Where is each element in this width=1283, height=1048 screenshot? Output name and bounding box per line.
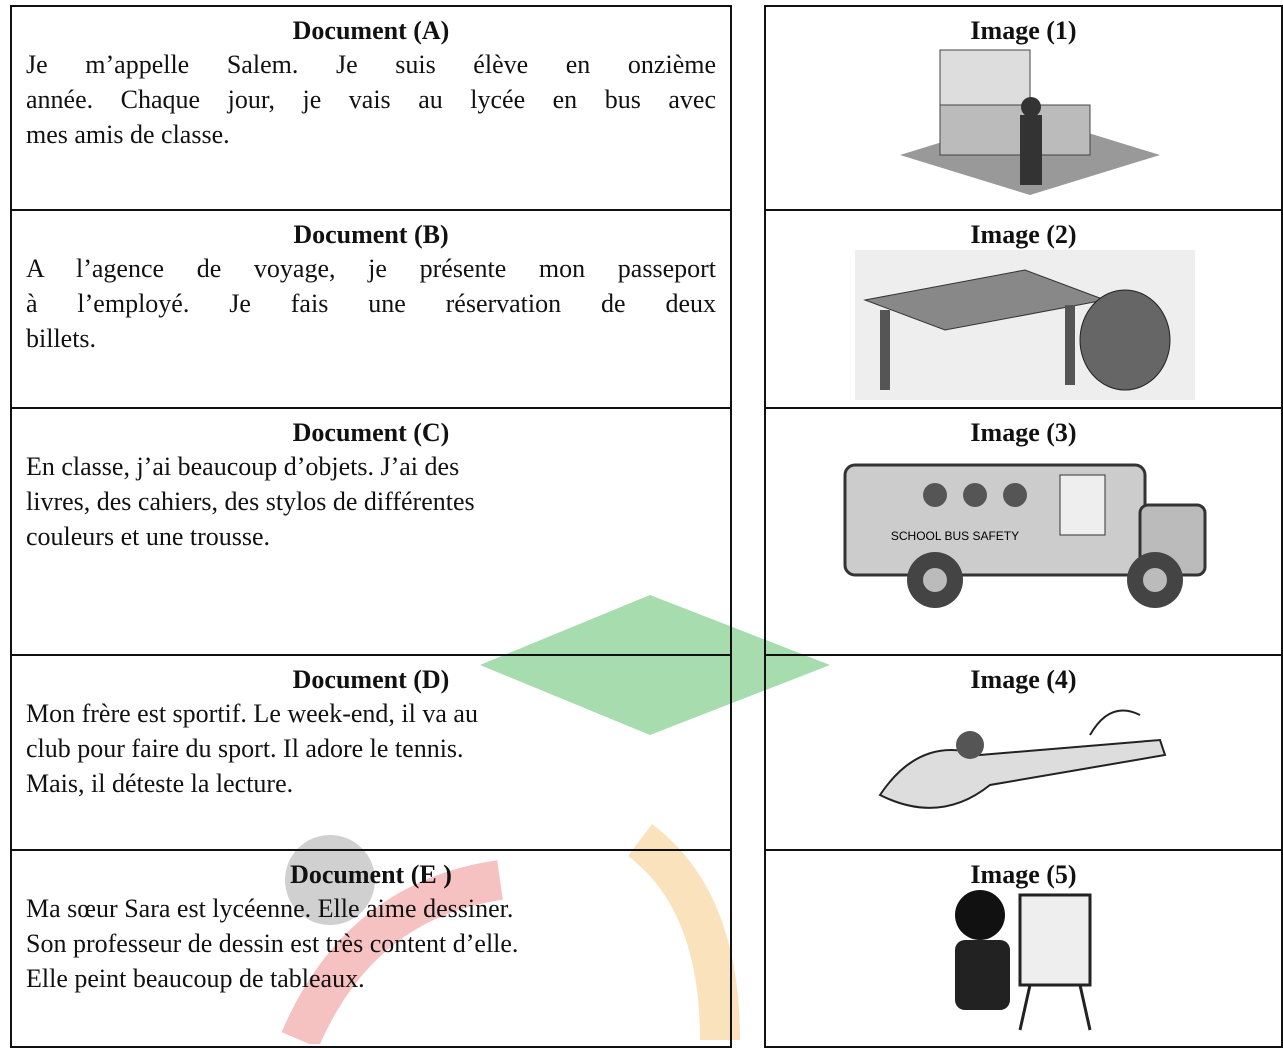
text-line: Elle peint beaucoup de tableaux.: [26, 964, 365, 993]
document-cell: Document (B) A l’agence de voyage, je pré…: [10, 209, 732, 409]
text-line: Mais, il déteste la lecture.: [26, 769, 294, 798]
text-line: billets.: [26, 324, 97, 353]
document-text: En classe, j’ai beaucoup d’objets. J’ai …: [12, 449, 730, 554]
text-line: couleurs et une trousse.: [26, 522, 271, 551]
image-title: Image (2): [970, 220, 1077, 249]
document-cell: Document (C) En classe, j’ai beaucoup d’o…: [10, 407, 732, 656]
image-title: Image (4): [970, 665, 1077, 694]
document-text: Je m’appelle Salem. Je suis élève en onz…: [12, 47, 730, 152]
text-line: Je m’appelle Salem. Je suis élève en onz…: [26, 50, 716, 79]
illustration-bus: SCHOOL BUS SAFETY: [843, 463, 1207, 608]
image-title: Image (5): [970, 860, 1077, 889]
bus-label: SCHOOL BUS SAFETY: [891, 529, 1019, 543]
document-text: A l’agence de voyage, je présente mon pa…: [12, 251, 730, 356]
text-line: livres, des cahiers, des stylos de diffé…: [26, 487, 475, 516]
illustration-painter: [955, 890, 1092, 1031]
text-line: mes amis de classe.: [26, 120, 230, 149]
image-title: Image (3): [970, 418, 1077, 447]
document-cell: Document (A) Je m’appelle Salem. Je suis …: [10, 5, 732, 211]
document-text: Mon frère est sportif. Le week-end, il v…: [12, 696, 730, 801]
text-line: année. Chaque jour, je vais au lycée en …: [26, 85, 716, 114]
text-line: En classe, j’ai beaucoup d’objets. J’ai …: [26, 452, 460, 481]
text-line: Ma sœur Sara est lycéenne. Elle aime des…: [26, 894, 514, 923]
document-title: Document (E ): [290, 860, 452, 889]
illustration-office: [900, 49, 1160, 195]
text-line: Mon frère est sportif. Le week-end, il v…: [26, 699, 478, 728]
document-title: Document (B): [293, 220, 449, 249]
text-line: A l’agence de voyage, je présente mon pa…: [26, 254, 716, 283]
text-line: Son professeur de dessin est très conten…: [26, 929, 519, 958]
document-cell: Document (E ) Ma sœur Sara est lycéenne. …: [10, 849, 732, 1048]
text-line: club pour faire du sport. Il adore le te…: [26, 734, 464, 763]
document-title: Document (D): [292, 665, 450, 694]
document-title: Document (C): [292, 418, 450, 447]
image-title: Image (1): [970, 16, 1077, 45]
text-line: à l’employé. Je fais une réservation de …: [26, 289, 716, 318]
illustration-desk: [855, 250, 1195, 400]
illustration-reading: [878, 709, 1167, 809]
document-text: Ma sœur Sara est lycéenne. Elle aime des…: [12, 891, 730, 996]
document-title: Document (A): [292, 16, 450, 45]
document-cell: Document (D) Mon frère est sportif. Le we…: [10, 654, 732, 851]
